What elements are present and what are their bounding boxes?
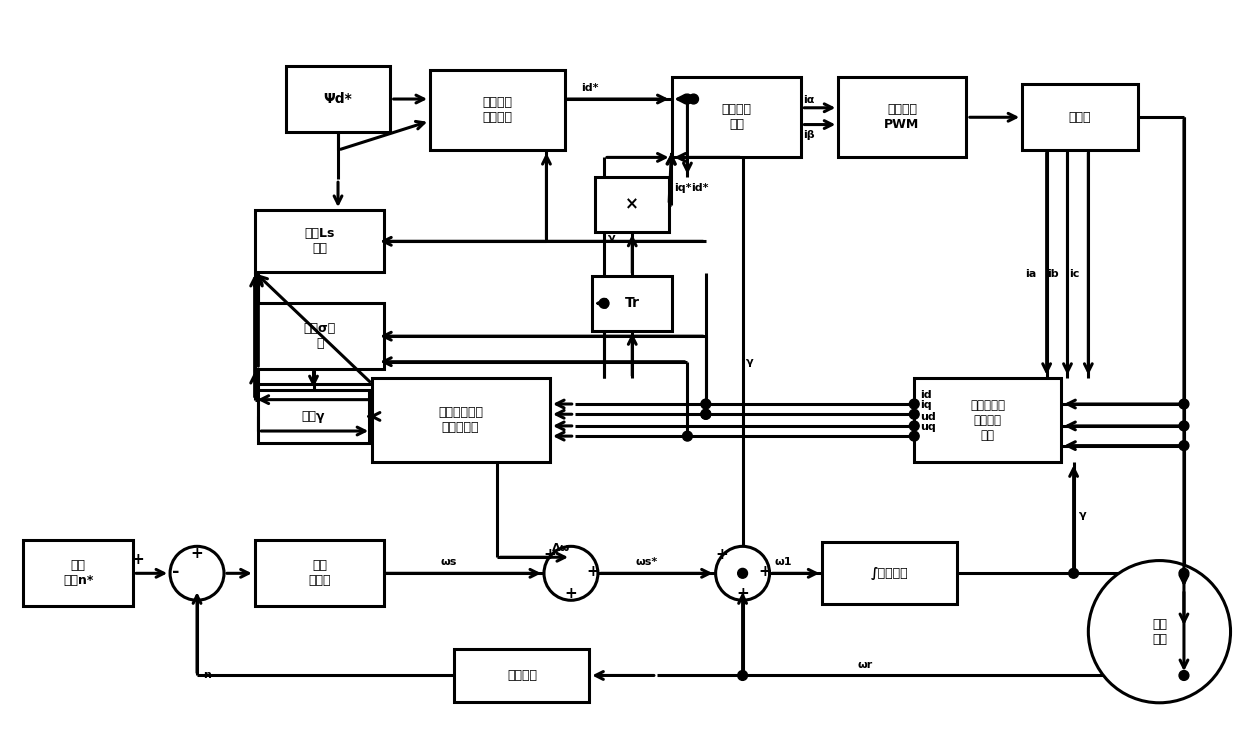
Circle shape bbox=[909, 410, 919, 419]
Circle shape bbox=[1089, 561, 1230, 703]
Text: ∫（积分）: ∫（积分） bbox=[870, 567, 909, 580]
Circle shape bbox=[1179, 441, 1189, 450]
Text: Ψd*: Ψd* bbox=[324, 92, 352, 106]
Circle shape bbox=[738, 671, 748, 680]
Circle shape bbox=[1179, 671, 1189, 680]
Circle shape bbox=[909, 431, 919, 441]
Text: ω1: ω1 bbox=[775, 557, 792, 568]
Text: ud: ud bbox=[920, 412, 936, 421]
Circle shape bbox=[544, 546, 598, 600]
Text: γ: γ bbox=[1079, 510, 1086, 520]
Circle shape bbox=[701, 410, 711, 419]
Text: 参数γ: 参数γ bbox=[301, 410, 325, 423]
Circle shape bbox=[682, 431, 692, 441]
Circle shape bbox=[1179, 421, 1189, 431]
Bar bbox=[255, 210, 384, 272]
Bar bbox=[595, 177, 670, 232]
Circle shape bbox=[1179, 399, 1189, 409]
Text: 电压电流检
测及坐标
变换: 电压电流检 测及坐标 变换 bbox=[970, 399, 1006, 441]
Circle shape bbox=[170, 546, 224, 600]
Circle shape bbox=[738, 568, 748, 578]
Text: 旋转坐标
变换: 旋转坐标 变换 bbox=[722, 103, 751, 131]
Text: id*: id* bbox=[691, 183, 708, 193]
Text: id: id bbox=[920, 390, 932, 400]
Circle shape bbox=[701, 399, 711, 409]
Text: Δω: Δω bbox=[552, 543, 570, 553]
Circle shape bbox=[909, 399, 919, 409]
Text: +: + bbox=[715, 547, 728, 562]
Text: +: + bbox=[191, 546, 203, 561]
Text: n: n bbox=[203, 670, 211, 680]
Circle shape bbox=[682, 94, 692, 104]
Text: 参数σ辨
识: 参数σ辨 识 bbox=[304, 323, 336, 350]
Text: iα: iα bbox=[802, 95, 813, 105]
Circle shape bbox=[599, 298, 609, 308]
Text: 定子磁链
调节单元: 定子磁链 调节单元 bbox=[482, 96, 512, 124]
Text: γ: γ bbox=[746, 356, 754, 367]
Bar bbox=[455, 649, 589, 702]
Text: 异步
电机: 异步 电机 bbox=[1152, 618, 1167, 646]
Bar bbox=[372, 378, 549, 462]
Text: +: + bbox=[131, 553, 145, 568]
Text: ib: ib bbox=[1048, 269, 1059, 279]
Bar bbox=[593, 276, 672, 331]
Text: ωr: ωr bbox=[858, 660, 873, 669]
Text: iβ: iβ bbox=[802, 130, 815, 139]
Bar bbox=[914, 378, 1061, 462]
Circle shape bbox=[909, 421, 919, 431]
Bar bbox=[286, 66, 391, 132]
Text: id*: id* bbox=[580, 83, 598, 93]
Bar bbox=[837, 77, 966, 157]
Bar bbox=[258, 390, 368, 443]
Bar bbox=[672, 77, 801, 157]
Text: ωs: ωs bbox=[440, 557, 456, 568]
Text: 转速
调节器: 转速 调节器 bbox=[309, 559, 331, 587]
Text: +: + bbox=[587, 565, 599, 579]
Circle shape bbox=[688, 94, 698, 104]
Bar bbox=[1022, 84, 1138, 150]
Bar bbox=[822, 542, 957, 604]
Text: 给定
转速n*: 给定 转速n* bbox=[63, 559, 93, 587]
Circle shape bbox=[1069, 568, 1079, 578]
Text: 逆变器: 逆变器 bbox=[1069, 111, 1091, 124]
Bar bbox=[255, 540, 384, 606]
Bar bbox=[255, 303, 384, 369]
Text: iq: iq bbox=[920, 400, 932, 410]
Text: uq: uq bbox=[920, 421, 936, 432]
Text: ωs*: ωs* bbox=[636, 557, 658, 568]
Circle shape bbox=[1179, 568, 1189, 578]
Text: +: + bbox=[737, 587, 749, 601]
Text: +: + bbox=[564, 587, 578, 601]
Circle shape bbox=[701, 410, 711, 419]
Circle shape bbox=[715, 546, 770, 600]
Text: 转子磁场定向
负载觓校正: 转子磁场定向 负载觓校正 bbox=[438, 406, 484, 434]
Bar bbox=[430, 70, 565, 150]
Text: +: + bbox=[544, 547, 557, 562]
Bar bbox=[22, 540, 133, 606]
Text: iq*: iq* bbox=[675, 183, 692, 193]
Text: γ: γ bbox=[608, 232, 615, 243]
Text: -: - bbox=[172, 563, 180, 581]
Text: ic: ic bbox=[1069, 269, 1080, 279]
Text: +: + bbox=[759, 565, 771, 579]
Text: 电流跟踪
PWM: 电流跟踪 PWM bbox=[884, 103, 920, 131]
Text: 参数Ls
辨识: 参数Ls 辨识 bbox=[305, 227, 335, 255]
Text: ia: ia bbox=[1025, 269, 1037, 279]
Text: 转速反馈: 转速反馈 bbox=[507, 669, 537, 682]
Text: ×: × bbox=[625, 196, 639, 214]
Text: Tr: Tr bbox=[625, 297, 640, 311]
